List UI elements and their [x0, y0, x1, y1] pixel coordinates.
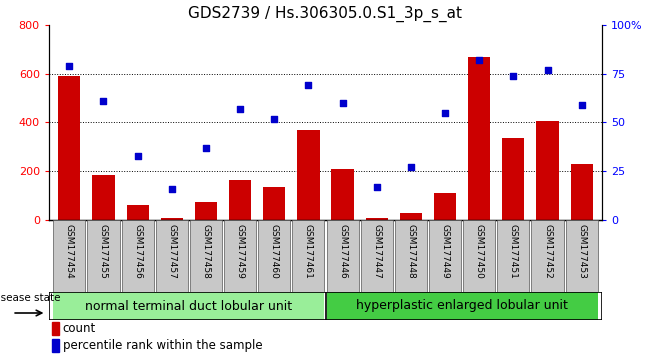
Bar	[229, 180, 251, 220]
Text: GSM177461: GSM177461	[304, 224, 313, 279]
Text: GSM177450: GSM177450	[475, 224, 484, 279]
Bar	[292, 220, 324, 292]
Bar	[263, 187, 285, 220]
Text: GSM177446: GSM177446	[338, 224, 347, 278]
Text: count: count	[62, 322, 96, 335]
Bar	[126, 205, 148, 220]
Point	[269, 116, 279, 121]
Text: GSM177447: GSM177447	[372, 224, 381, 278]
Bar	[361, 220, 393, 292]
Bar	[327, 292, 598, 320]
Bar	[53, 220, 85, 292]
Bar	[258, 220, 290, 292]
Bar	[463, 220, 495, 292]
Bar	[51, 322, 59, 335]
Point	[440, 110, 450, 116]
Text: GSM177453: GSM177453	[577, 224, 586, 279]
Title: GDS2739 / Hs.306305.0.S1_3p_s_at: GDS2739 / Hs.306305.0.S1_3p_s_at	[189, 6, 462, 22]
Bar	[122, 220, 154, 292]
Point	[474, 57, 484, 63]
Bar	[195, 202, 217, 220]
Point	[406, 165, 416, 170]
Bar	[366, 218, 388, 220]
Point	[577, 102, 587, 108]
Point	[235, 106, 245, 112]
Point	[372, 184, 382, 190]
Bar	[570, 164, 593, 220]
Bar	[51, 339, 59, 352]
Text: percentile rank within the sample: percentile rank within the sample	[62, 339, 262, 352]
Bar	[429, 220, 461, 292]
Point	[132, 153, 143, 159]
Text: GSM177448: GSM177448	[406, 224, 415, 278]
Bar	[536, 121, 559, 220]
Point	[337, 100, 348, 106]
Bar	[531, 220, 564, 292]
Text: GSM177452: GSM177452	[543, 224, 552, 278]
Bar	[190, 220, 222, 292]
Point	[201, 145, 211, 151]
Text: GSM177458: GSM177458	[201, 224, 210, 279]
Text: GSM177457: GSM177457	[167, 224, 176, 279]
Bar	[53, 292, 324, 320]
Bar	[87, 220, 120, 292]
Text: GSM177456: GSM177456	[133, 224, 142, 279]
Bar	[331, 169, 353, 220]
Bar	[224, 220, 256, 292]
Bar	[327, 220, 359, 292]
Bar	[92, 175, 115, 220]
Point	[508, 73, 519, 79]
Text: hyperplastic enlarged lobular unit: hyperplastic enlarged lobular unit	[356, 299, 568, 313]
Text: GSM177449: GSM177449	[441, 224, 450, 278]
Text: normal terminal duct lobular unit: normal terminal duct lobular unit	[85, 299, 292, 313]
Text: GSM177459: GSM177459	[236, 224, 245, 279]
Text: GSM177460: GSM177460	[270, 224, 279, 279]
Text: GSM177455: GSM177455	[99, 224, 108, 279]
Bar	[395, 220, 427, 292]
Text: GSM177454: GSM177454	[65, 224, 74, 278]
Point	[303, 82, 314, 88]
Text: disease state: disease state	[0, 293, 60, 303]
Bar	[566, 220, 598, 292]
Bar	[58, 76, 81, 220]
Bar	[298, 130, 320, 220]
Point	[64, 63, 74, 69]
Point	[98, 98, 109, 104]
Bar	[497, 220, 529, 292]
Point	[542, 67, 553, 73]
Point	[167, 186, 177, 192]
Bar	[468, 57, 490, 220]
Bar	[400, 213, 422, 220]
Bar	[156, 220, 188, 292]
Bar	[434, 193, 456, 220]
Bar	[161, 218, 183, 220]
Text: GSM177451: GSM177451	[509, 224, 518, 279]
Bar	[503, 138, 525, 220]
